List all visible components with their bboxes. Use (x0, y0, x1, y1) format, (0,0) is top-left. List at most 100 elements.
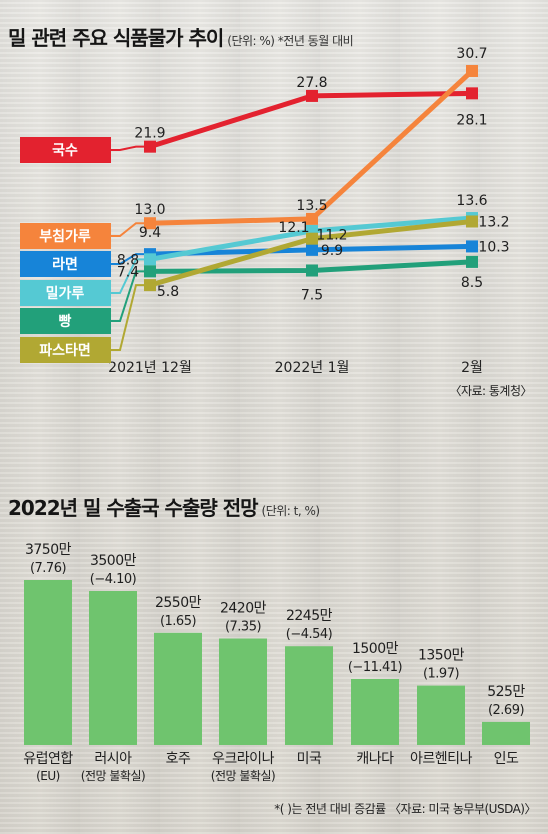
data-point (306, 89, 318, 102)
x-tick-sublabel: (EU) (36, 769, 60, 783)
data-label: 13.5 (296, 198, 327, 214)
bar-6: 1350만 (1.97) 아르헨티나 (410, 648, 473, 767)
bar-0: 3750만 (7.76) 유럽연합 (EU) (23, 542, 74, 783)
bar (417, 685, 465, 745)
line-chart: 2021년 12월 2022년 1월 2월 국수 21.9 27.8 28.1 부침가루 13.… (20, 46, 510, 376)
bar-value-label: 2550만 (155, 595, 202, 611)
bar-value-label: 1500만 (352, 641, 399, 657)
data-label: 28.1 (456, 112, 487, 128)
data-label: 13.6 (456, 193, 487, 209)
x-tick-label: 2월 (461, 360, 483, 376)
bar (285, 646, 333, 745)
bar (154, 632, 202, 745)
data-point (144, 265, 156, 278)
bar (24, 580, 72, 745)
series-0: 국수 21.9 27.8 28.1 (20, 75, 488, 163)
data-point (466, 64, 478, 77)
legend-box (20, 223, 111, 249)
chart2-title-text: 2022년 밀 수출국 수출량 전망 (8, 496, 259, 520)
data-point (466, 87, 478, 100)
data-point (144, 279, 156, 292)
x-tick-sublabel: (전망 불확실) (211, 769, 275, 783)
bar-value-label: 525만 (487, 684, 525, 700)
bar-1: 3500만 (−4.10) 러시아 (전망 불확실) (81, 553, 146, 783)
chart2-unit-note: (단위: t, %) (261, 504, 321, 518)
bar-change-label: (−11.41) (348, 660, 402, 675)
data-label: 12.1 (278, 220, 309, 236)
data-label: 8.8 (117, 252, 139, 268)
bar-value-label: 3500만 (90, 553, 137, 569)
legend-connector (111, 258, 150, 294)
bar-7: 525만 (2.69) 인도 (482, 684, 530, 767)
bar-change-label: (−4.54) (286, 627, 332, 642)
legend-connector (111, 253, 150, 265)
bar-2: 2550만 (1.65) 호주 (154, 595, 202, 767)
bar-value-label: 3750만 (25, 542, 72, 558)
x-tick-label: 미국 (297, 751, 322, 767)
data-label: 30.7 (456, 46, 487, 62)
x-tick-label: 호주 (166, 751, 191, 767)
bar-3: 2420만 (7.35) 우크라이나 (전망 불확실) (211, 601, 276, 783)
legend-connector (111, 270, 150, 322)
legend-label: 라면 (52, 256, 78, 273)
data-point (144, 253, 156, 266)
data-label: 13.0 (134, 202, 165, 218)
series-3: 밀가루 8.8 12.1 13.6 (20, 193, 488, 306)
chart1-title-text: 밀 관련 주요 식품물가 추이 (8, 26, 224, 50)
chart1-title: 밀 관련 주요 식품물가 추이 (단위: %) *전년 동월 대비 (8, 22, 354, 51)
legend-label: 부침가루 (39, 229, 91, 245)
legend-box (20, 337, 111, 363)
legend-box (20, 308, 111, 334)
x-tick-label: 러시아 (94, 751, 132, 767)
legend-box (20, 251, 111, 277)
legend-connector (111, 145, 150, 151)
x-tick-label: 인도 (494, 751, 519, 767)
data-point (144, 217, 156, 230)
legend-box (20, 137, 111, 163)
x-tick-label: 캐나다 (356, 751, 394, 767)
data-label: 27.8 (296, 75, 327, 91)
data-point (306, 243, 318, 256)
bar-change-label: (7.35) (225, 620, 261, 635)
legend-connector (111, 284, 150, 351)
data-label: 13.2 (478, 214, 509, 230)
chart1-unit-note: (단위: %) *전년 동월 대비 (227, 34, 354, 48)
bar-value-label: 2245만 (286, 608, 333, 624)
x-tick-label: 유럽연합 (23, 751, 73, 767)
data-label: 9.9 (321, 243, 343, 259)
legend-label: 밀가루 (46, 286, 85, 302)
legend-connector (111, 222, 150, 237)
bar-change-label: (2.69) (488, 703, 524, 718)
series-1: 부침가루 13.0 13.5 30.7 (20, 46, 488, 249)
x-tick-label: 아르헨티나 (410, 751, 473, 767)
series-5: 파스타면 5.8 11.2 13.2 (20, 214, 510, 363)
data-point (306, 264, 318, 277)
bar (219, 638, 267, 745)
legend-label: 빵 (59, 314, 72, 330)
bar (89, 591, 137, 745)
bar (482, 721, 530, 745)
data-label: 7.4 (117, 264, 139, 280)
data-point (144, 140, 156, 153)
data-label: 11.2 (316, 228, 347, 244)
bar-value-label: 1350만 (418, 648, 465, 664)
bar-value-label: 2420만 (220, 601, 267, 617)
data-label: 5.8 (157, 284, 179, 300)
data-label: 9.4 (139, 225, 161, 241)
data-point (466, 255, 478, 268)
chart1-source: 〈자료: 통계청〉 (449, 384, 532, 398)
bar-change-label: (1.97) (423, 667, 459, 682)
x-tick-label: 2021년 12월 (108, 360, 192, 376)
chart2-footnote: *( )는 전년 대비 증감률 〈자료: 미국 농무부(USDA)〉 (274, 802, 536, 816)
bar-change-label: (−4.10) (90, 572, 136, 587)
data-point (306, 212, 318, 225)
bar-change-label: (7.76) (30, 561, 66, 576)
data-label: 21.9 (134, 126, 165, 142)
bar (351, 679, 399, 745)
bar-change-label: (1.65) (160, 614, 196, 629)
x-tick-label: 2022년 1월 (275, 360, 350, 376)
bar-4: 2245만 (−4.54) 미국 (285, 608, 333, 767)
legend-label: 국수 (52, 143, 78, 159)
legend-label: 파스타면 (39, 342, 91, 359)
chart2-title: 2022년 밀 수출국 수출량 전망 (단위: t, %) (8, 492, 320, 521)
